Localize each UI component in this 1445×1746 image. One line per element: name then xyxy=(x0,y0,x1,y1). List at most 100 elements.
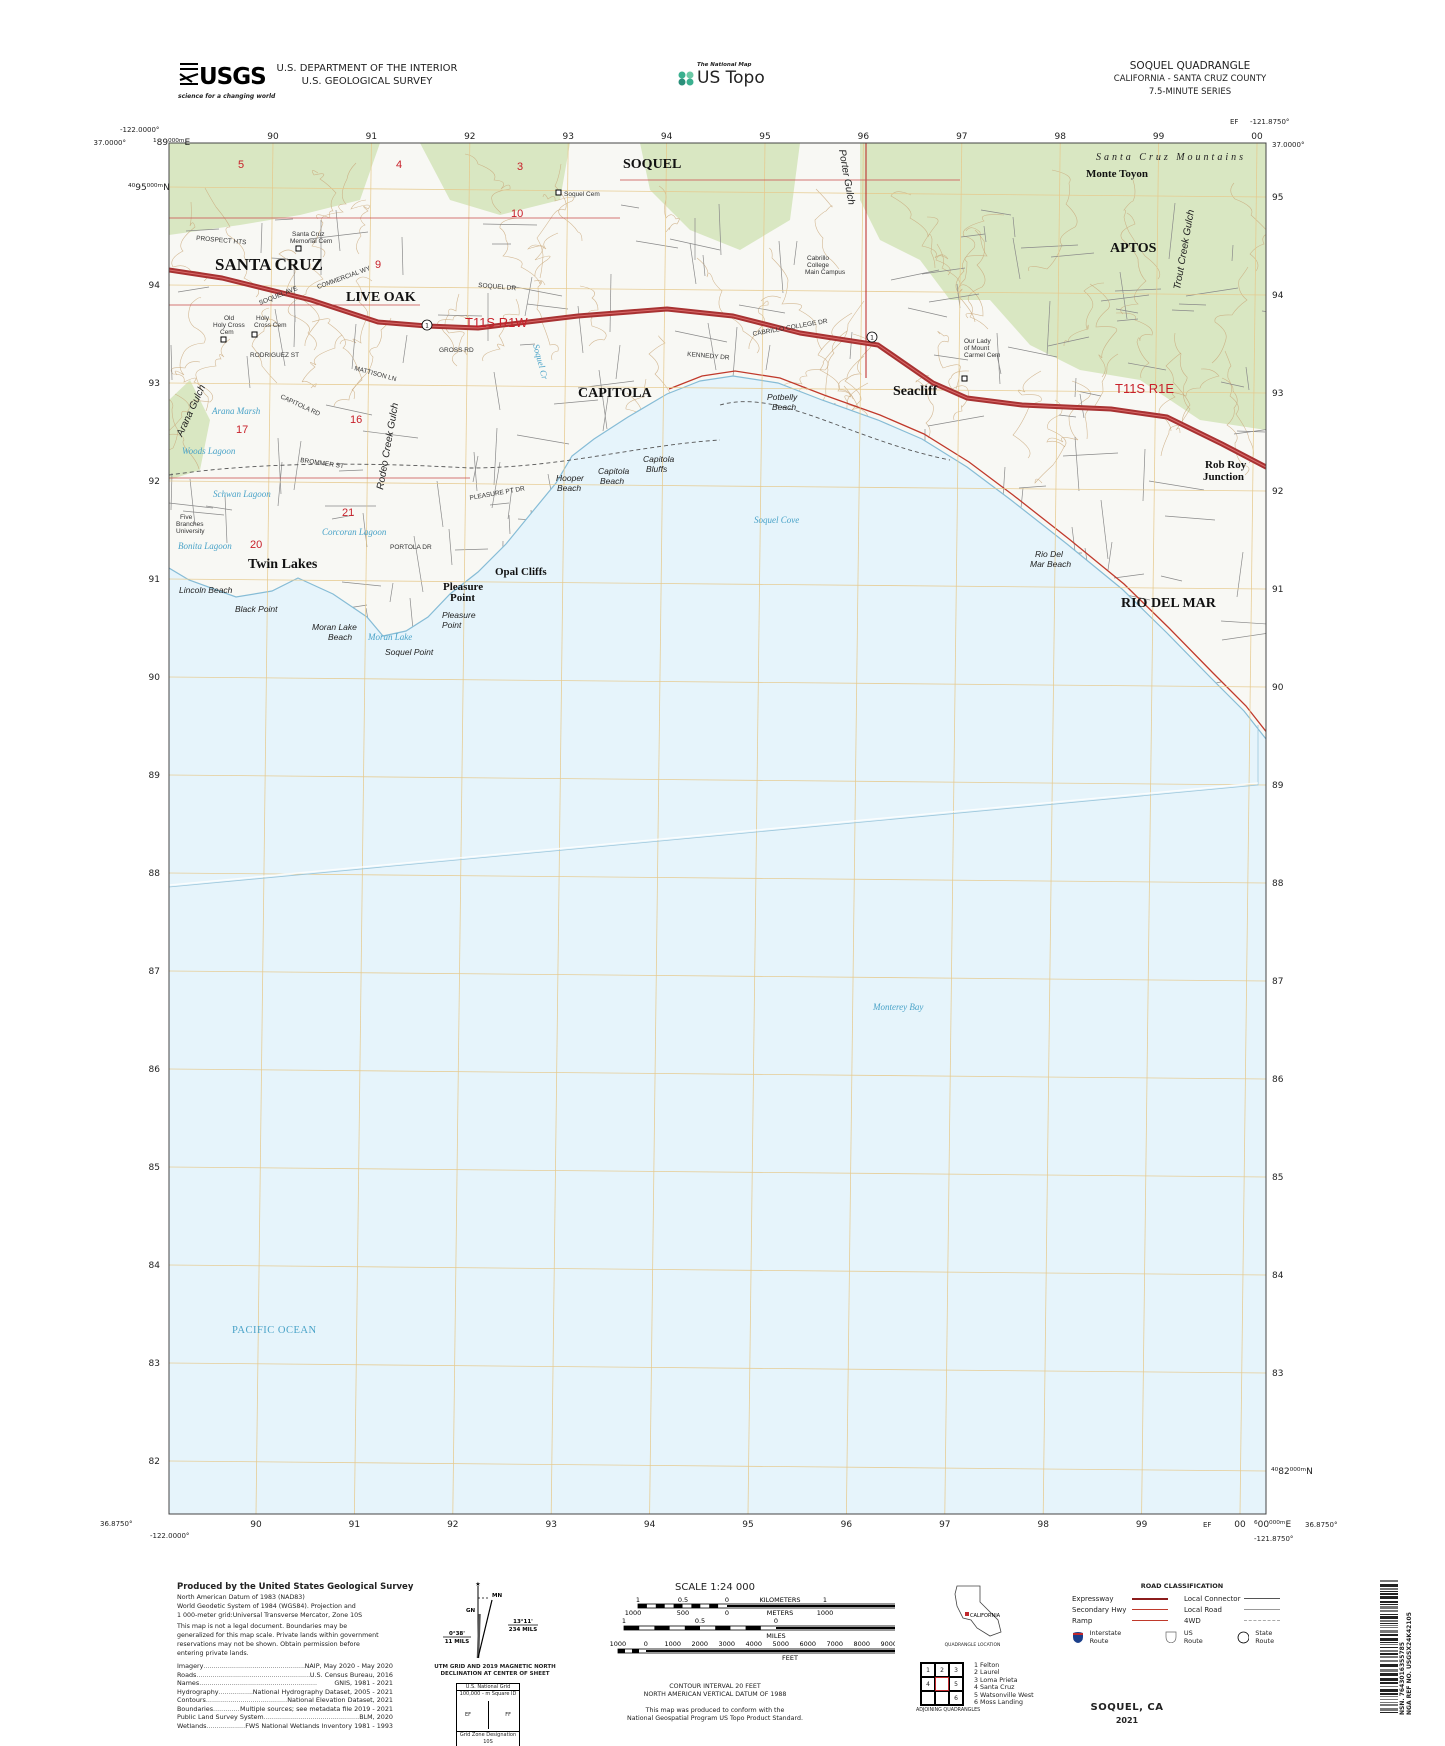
northing-label-right: 94 xyxy=(1272,291,1284,301)
scale-bar-segment xyxy=(624,1626,640,1630)
street xyxy=(602,396,609,432)
scale-unit-label: METERS xyxy=(767,1609,793,1617)
easting-gridline xyxy=(747,143,766,1514)
street xyxy=(519,343,536,346)
northing-label-left: 84 xyxy=(149,1261,161,1271)
interstate-route-label: Interstate Route xyxy=(1089,1629,1122,1645)
svg-text:1: 1 xyxy=(870,335,874,342)
street xyxy=(454,548,489,551)
adjoining-quad-name: 6 Moss Landing xyxy=(974,1699,1023,1707)
contour-line xyxy=(527,232,559,277)
scale-bar-segment xyxy=(654,1626,670,1630)
interstate-shield-icon xyxy=(1073,1632,1083,1643)
street xyxy=(707,322,717,371)
northing-label-left: 89 xyxy=(149,771,161,781)
street xyxy=(960,233,986,238)
quadrangle-location-caption: QUADRANGLE LOCATION xyxy=(944,1643,1001,1648)
northing-label-left: 92 xyxy=(149,477,160,487)
barcode-bar xyxy=(1380,1584,1398,1587)
credit-item: Hydrography xyxy=(177,1687,219,1696)
adjoining-cell: 4 xyxy=(921,1677,935,1691)
township-t11s-r1e: T11S R1E xyxy=(1115,381,1174,396)
northing-gridline xyxy=(169,676,1266,688)
street xyxy=(401,236,404,276)
barcode-bar xyxy=(1380,1673,1398,1676)
road-line-swatch xyxy=(1132,1609,1168,1610)
road-type-label: Local Connector xyxy=(1184,1594,1241,1603)
barcode-bar xyxy=(1380,1650,1398,1652)
road-line-swatch xyxy=(1132,1597,1168,1600)
place-aptos: APTOS xyxy=(1110,241,1157,256)
road-type-label: Expressway xyxy=(1072,1594,1114,1603)
street xyxy=(1164,515,1216,521)
place-santa-cruz: SANTA CRUZ xyxy=(215,255,323,274)
scale-tick-label: 7000 xyxy=(827,1640,844,1648)
feature-moran-lake-beach: Moran Lake Beach xyxy=(312,622,357,642)
street xyxy=(890,269,940,281)
svg-text:1: 1 xyxy=(425,323,429,330)
street xyxy=(507,486,513,520)
scale-tick-label: 500 xyxy=(677,1609,689,1617)
street xyxy=(620,204,640,209)
road-classification-legend: ROAD CLASSIFICATION Expressway Secondary … xyxy=(1072,1582,1292,1645)
contour-line xyxy=(542,194,583,242)
easting-gridline xyxy=(649,143,667,1514)
street-label: PORTOLA DR xyxy=(390,544,432,551)
nw-northing: ⁴⁰95⁰⁰⁰ᵐN xyxy=(128,183,170,193)
contour-line xyxy=(915,375,934,439)
water-corcoran-lagoon: Corcoran Lagoon xyxy=(322,527,387,537)
street xyxy=(996,332,1001,385)
topographic-map[interactable]: 1 1 SANTA CRUZ LIVE OAK SOQUEL CAPITOLA … xyxy=(0,0,1445,1560)
street xyxy=(928,293,980,303)
easting-label-top: 97 xyxy=(956,132,967,142)
coastal-road xyxy=(668,370,1266,733)
adjoining-quad-name: 3 Loma Prieta xyxy=(974,1676,1018,1684)
coastline xyxy=(169,375,1266,740)
easting-label-bottom: 00 xyxy=(1234,1520,1246,1530)
street xyxy=(598,369,608,430)
declination-diagram: ★ MN GN 13°11' 234 MILS 0°38' 11 MILS UT… xyxy=(434,1580,560,1746)
easting-label-top: 99 xyxy=(1153,132,1165,142)
northing-label-right: 91 xyxy=(1272,585,1283,595)
contour-line xyxy=(696,257,760,354)
place-monte-toyon: Monte Toyon xyxy=(1086,168,1148,180)
easting-label-bottom: 98 xyxy=(1037,1520,1049,1530)
quadrangle-location: CALIFORNIA QUADRANGLE LOCATION xyxy=(935,1584,1010,1648)
usng-square-east: FF xyxy=(505,1712,511,1718)
scale-tick-label: 5000 xyxy=(773,1640,790,1648)
road-legend-row: Expressway xyxy=(1072,1593,1172,1604)
credit-source: National Elevation Dataset, 2021 xyxy=(287,1696,393,1704)
scale-tick-label: 0 xyxy=(725,1596,729,1604)
barcode-bar xyxy=(1380,1642,1398,1643)
se-latitude: 36.8750° xyxy=(1305,1521,1337,1529)
water-woods-lagoon: Woods Lagoon xyxy=(182,446,236,456)
credit-source: GNIS, 1981 - 2021 xyxy=(334,1679,393,1687)
contour-line xyxy=(1158,368,1220,432)
street xyxy=(1236,430,1266,433)
adjoining-quad-name: 2 Laurel xyxy=(974,1669,1000,1677)
scale-bar-segment xyxy=(691,1604,701,1608)
credit-item: Roads xyxy=(177,1670,197,1679)
street xyxy=(493,427,498,486)
street xyxy=(1142,448,1146,502)
section-number: 21 xyxy=(342,507,354,519)
contour-line xyxy=(1211,266,1249,364)
northing-label-left: 82 xyxy=(149,1457,160,1467)
street xyxy=(983,225,987,243)
barcode-bar xyxy=(1380,1664,1398,1667)
highway-1-centerline xyxy=(169,269,1266,468)
street xyxy=(274,218,294,221)
easting-gridline xyxy=(1042,143,1061,1514)
street xyxy=(609,273,612,333)
street xyxy=(1076,390,1102,397)
street xyxy=(1116,318,1139,322)
feature-our-lady-of-mount-carmel-cem: Our Lady of Mount Carmel Cem xyxy=(964,338,1000,359)
contour-line xyxy=(333,317,392,407)
sheet-name: SOQUEL, CA xyxy=(1090,1702,1164,1713)
northing-gridline xyxy=(169,1166,1266,1178)
scale-tick-label: 1 xyxy=(636,1596,640,1604)
place-live-oak: LIVE OAK xyxy=(346,290,416,305)
street xyxy=(689,242,697,285)
section-number: 3 xyxy=(517,161,523,173)
northing-gridline xyxy=(169,1264,1266,1276)
